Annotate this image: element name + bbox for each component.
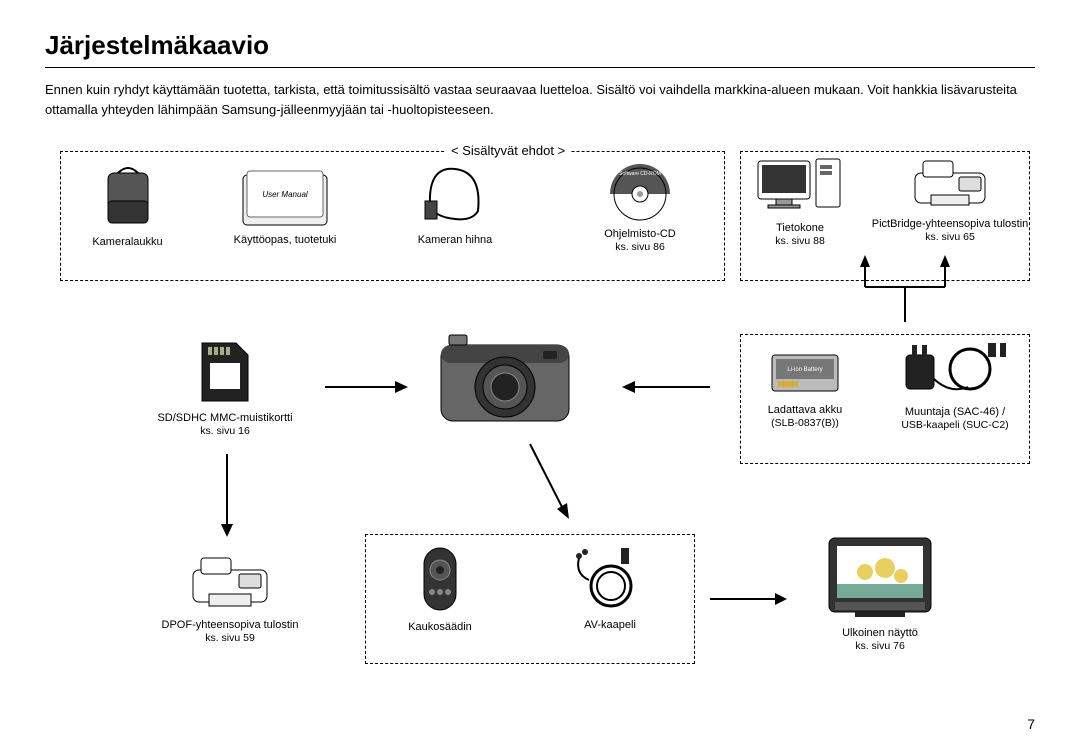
- dpof-label: DPOF-yhteensopiva tulostin: [145, 618, 315, 632]
- svg-text:Software CD-ROM: Software CD-ROM: [619, 171, 661, 177]
- computer: Tietokone ks. sivu 88: [745, 157, 855, 249]
- adapter: Muuntaja (SAC-46) / USB-kaapeli (SUC-C2): [880, 339, 1030, 433]
- computer-label: Tietokone: [745, 221, 855, 235]
- battery-sub: (SLB-0837(B)): [750, 417, 860, 431]
- sd-card-sub: ks. sivu 16: [145, 425, 305, 439]
- svg-text:Li-ion Battery: Li-ion Battery: [787, 367, 822, 373]
- manual-inner-text: User Manual: [262, 190, 308, 199]
- arrow-sd-dpof: [217, 449, 237, 539]
- dpof-printer-icon: [189, 554, 271, 612]
- pictbridge-printer: PictBridge-yhteensopiva tulostin ks. siv…: [865, 157, 1035, 245]
- battery: Li-ion Battery Ladattava akku (SLB-0837(…: [750, 349, 860, 431]
- camera-bag-label: Kameralaukku: [75, 235, 180, 249]
- dpof-sub: ks. sivu 59: [145, 632, 315, 646]
- arrow-camera-topconnect: [860, 247, 950, 327]
- adapter-sub: USB-kaapeli (SUC-C2): [880, 419, 1030, 433]
- computer-sub: ks. sivu 88: [745, 235, 855, 249]
- user-manual: User Manual Käyttöopas, tuotetuki: [225, 169, 345, 247]
- camera-icon: [435, 329, 575, 429]
- page-number: 7: [1027, 716, 1035, 732]
- arrow-av-monitor: [705, 589, 790, 609]
- included-label: < Sisältyvät ehdot >: [445, 143, 571, 158]
- computer-icon: [756, 157, 844, 215]
- arrow-power-camera: [615, 377, 715, 397]
- external-monitor-label: Ulkoinen näyttö: [805, 626, 955, 640]
- sd-card: SD/SDHC MMC-muistikortti ks. sivu 16: [145, 339, 305, 439]
- arrow-sd-camera: [320, 377, 410, 397]
- system-diagram: < Sisältyvät ehdot > Kameralaukku User M…: [45, 139, 1035, 699]
- arrow-camera-av: [525, 439, 575, 524]
- software-cd-sub: ks. sivu 86: [580, 241, 700, 255]
- printer-icon: [911, 157, 989, 211]
- manual-icon: User Manual: [241, 169, 329, 227]
- strap-icon: [420, 161, 490, 227]
- remote: Kaukosäädin: [390, 544, 490, 634]
- pictbridge-label: PictBridge-yhteensopiva tulostin: [865, 217, 1035, 231]
- remote-label: Kaukosäädin: [390, 620, 490, 634]
- camera-strap-label: Kameran hihna: [405, 233, 505, 247]
- page-title: Järjestelmäkaavio: [45, 30, 1035, 68]
- battery-label: Ladattava akku: [750, 403, 860, 417]
- sd-card-label: SD/SDHC MMC-muistikortti: [145, 411, 305, 425]
- av-cable-icon: [571, 544, 649, 612]
- tv-icon: [825, 534, 935, 620]
- sd-card-icon: [198, 339, 252, 405]
- external-monitor: Ulkoinen näyttö ks. sivu 76: [805, 534, 955, 654]
- user-manual-label: Käyttöopas, tuotetuki: [225, 233, 345, 247]
- software-cd-label: Ohjelmisto-CD: [580, 227, 700, 241]
- camera: [430, 329, 580, 435]
- pictbridge-sub: ks. sivu 65: [865, 231, 1035, 245]
- remote-icon: [418, 544, 462, 614]
- av-cable: AV-kaapeli: [555, 544, 665, 632]
- camera-strap: Kameran hihna: [405, 161, 505, 247]
- adapter-label: Muuntaja (SAC-46) /: [880, 405, 1030, 419]
- adapter-icon: [900, 339, 1010, 399]
- dpof-printer: DPOF-yhteensopiva tulostin ks. sivu 59: [145, 554, 315, 646]
- software-cd: Software CD-ROM Ohjelmisto-CD ks. sivu 8…: [580, 161, 700, 255]
- external-monitor-sub: ks. sivu 76: [805, 640, 955, 654]
- battery-icon: Li-ion Battery: [768, 349, 842, 397]
- camera-bag: Kameralaukku: [75, 161, 180, 249]
- cd-icon: Software CD-ROM: [607, 161, 673, 221]
- av-cable-label: AV-kaapeli: [555, 618, 665, 632]
- intro-text: Ennen kuin ryhdyt käyttämään tuotetta, t…: [45, 80, 1035, 119]
- camera-bag-icon: [103, 161, 153, 229]
